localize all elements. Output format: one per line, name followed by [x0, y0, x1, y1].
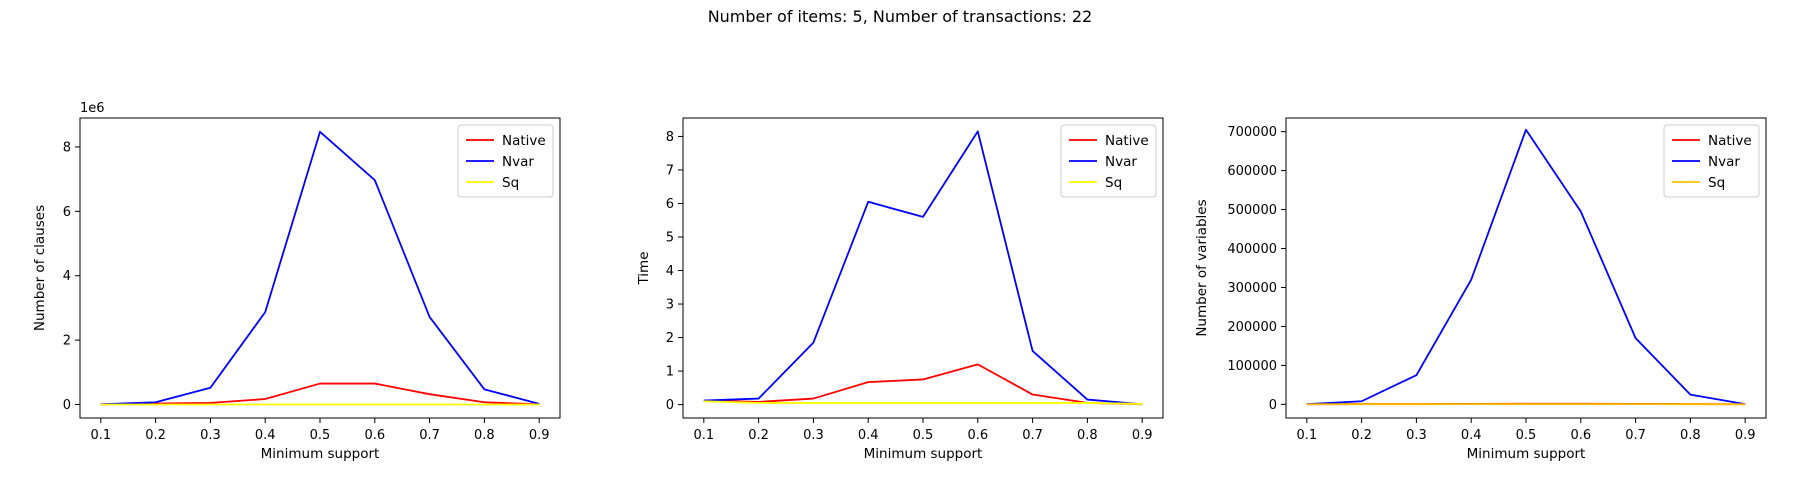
- legend-label-sq: Sq: [502, 175, 519, 191]
- x-axis-label: Minimum support: [261, 446, 380, 462]
- x-tick-label: 0.8: [1077, 428, 1098, 443]
- legend: Native Nvar Sq: [1663, 124, 1760, 198]
- x-tick-label: 0.5: [913, 428, 934, 443]
- y-tick-label: 8: [666, 130, 674, 145]
- x-tick-label: 0.1: [1296, 428, 1317, 443]
- x-tick-label: 0.9: [529, 428, 550, 443]
- x-tick-label: 0.9: [1132, 428, 1153, 443]
- y-tick-label: 6: [63, 205, 71, 220]
- x-tick-label: 0.7: [1022, 428, 1043, 443]
- x-tick-label: 0.1: [693, 428, 714, 443]
- x-axis-label: Minimum support: [1467, 446, 1586, 462]
- x-tick-label: 0.2: [748, 428, 769, 443]
- y-tick-label: 1: [666, 365, 674, 380]
- x-axis-label: Minimum support: [864, 446, 983, 462]
- legend-label-nvar: Nvar: [1708, 154, 1740, 170]
- y-tick-label: 2: [666, 331, 674, 346]
- x-tick-label: 0.1: [90, 428, 111, 443]
- legend-box: [1663, 124, 1760, 198]
- x-tick-label: 0.4: [255, 428, 276, 443]
- y-tick-label: 7: [666, 163, 674, 178]
- legend: Native Nvar Sq: [457, 124, 554, 198]
- legend-box: [457, 124, 554, 198]
- y-tick-label: 5: [666, 230, 674, 245]
- y-tick-label: 4: [63, 269, 71, 284]
- x-tick-label: 0.3: [200, 428, 221, 443]
- y-tick-label: 4: [666, 264, 674, 279]
- legend-label-nvar: Nvar: [502, 154, 534, 170]
- x-tick-label: 0.7: [1625, 428, 1646, 443]
- y-tick-label: 400000: [1227, 242, 1277, 257]
- series-line-sq: [703, 400, 1143, 405]
- y-tick-label: 2: [63, 334, 71, 349]
- legend-label-native: Native: [502, 133, 546, 149]
- y-axis-label: Time: [636, 251, 652, 285]
- y-tick-label: 600000: [1227, 164, 1277, 179]
- y-tick-label: 8: [63, 140, 71, 155]
- figure-title: Number of items: 5, Number of transactio…: [707, 7, 1093, 26]
- series-line-native: [703, 363, 1143, 406]
- y-tick-label: 500000: [1227, 203, 1277, 218]
- y-offset-label: 1e6: [80, 101, 105, 116]
- x-tick-label: 0.5: [1516, 428, 1537, 443]
- legend: Native Nvar Sq: [1060, 124, 1157, 198]
- y-tick-label: 100000: [1227, 359, 1277, 374]
- y-tick-label: 0: [666, 398, 674, 413]
- x-tick-label: 0.6: [1570, 428, 1591, 443]
- legend-label-sq: Sq: [1105, 175, 1122, 191]
- y-axis-label: Number of variables: [1194, 199, 1210, 336]
- series-line-nvar: [703, 130, 1143, 406]
- chart-panel-2: 0.1 0.2 0.3 0.4 0.5 0.6 0.7 0.8 0.9 0 1 2 3 4 5 6 7 8 Mini…: [636, 117, 1164, 462]
- chart-panel-3: 0.1 0.2 0.3 0.4 0.5 0.6 0.7 0.8 0.9 0 100000 200000…: [1194, 117, 1767, 462]
- series-line-nvar: [100, 130, 540, 406]
- y-tick-label: 700000: [1227, 125, 1277, 140]
- x-tick-label: 0.6: [967, 428, 988, 443]
- x-tick-label: 0.2: [145, 428, 166, 443]
- y-axis-label: Number of clauses: [32, 205, 48, 331]
- legend-label-native: Native: [1708, 133, 1752, 149]
- x-tick-label: 0.8: [474, 428, 495, 443]
- legend-label-nvar: Nvar: [1105, 154, 1137, 170]
- legend-box: [1060, 124, 1157, 198]
- x-tick-label: 0.2: [1351, 428, 1372, 443]
- series-line-native: [100, 382, 540, 406]
- x-tick-label: 0.8: [1680, 428, 1701, 443]
- y-tick-label: 300000: [1227, 281, 1277, 296]
- chart-panel-1: 0.1 0.2 0.3 0.4 0.5 0.6 0.7 0.8 0.9 0 2 4 6 8 1e6 Minim…: [32, 101, 561, 462]
- y-tick-label: 3: [666, 298, 674, 313]
- x-tick-label: 0.4: [1461, 428, 1482, 443]
- y-tick-label: 6: [666, 197, 674, 212]
- x-tick-label: 0.3: [803, 428, 824, 443]
- x-tick-label: 0.3: [1406, 428, 1427, 443]
- x-tick-label: 0.9: [1735, 428, 1756, 443]
- x-tick-label: 0.7: [419, 428, 440, 443]
- x-tick-label: 0.4: [858, 428, 879, 443]
- y-tick-label: 200000: [1227, 320, 1277, 335]
- series-line-nvar: [1306, 128, 1746, 406]
- legend-label-sq: Sq: [1708, 175, 1725, 191]
- y-tick-label: 0: [63, 398, 71, 413]
- x-tick-label: 0.5: [310, 428, 331, 443]
- x-tick-label: 0.6: [364, 428, 385, 443]
- legend-label-native: Native: [1105, 133, 1149, 149]
- y-tick-label: 0: [1269, 398, 1277, 413]
